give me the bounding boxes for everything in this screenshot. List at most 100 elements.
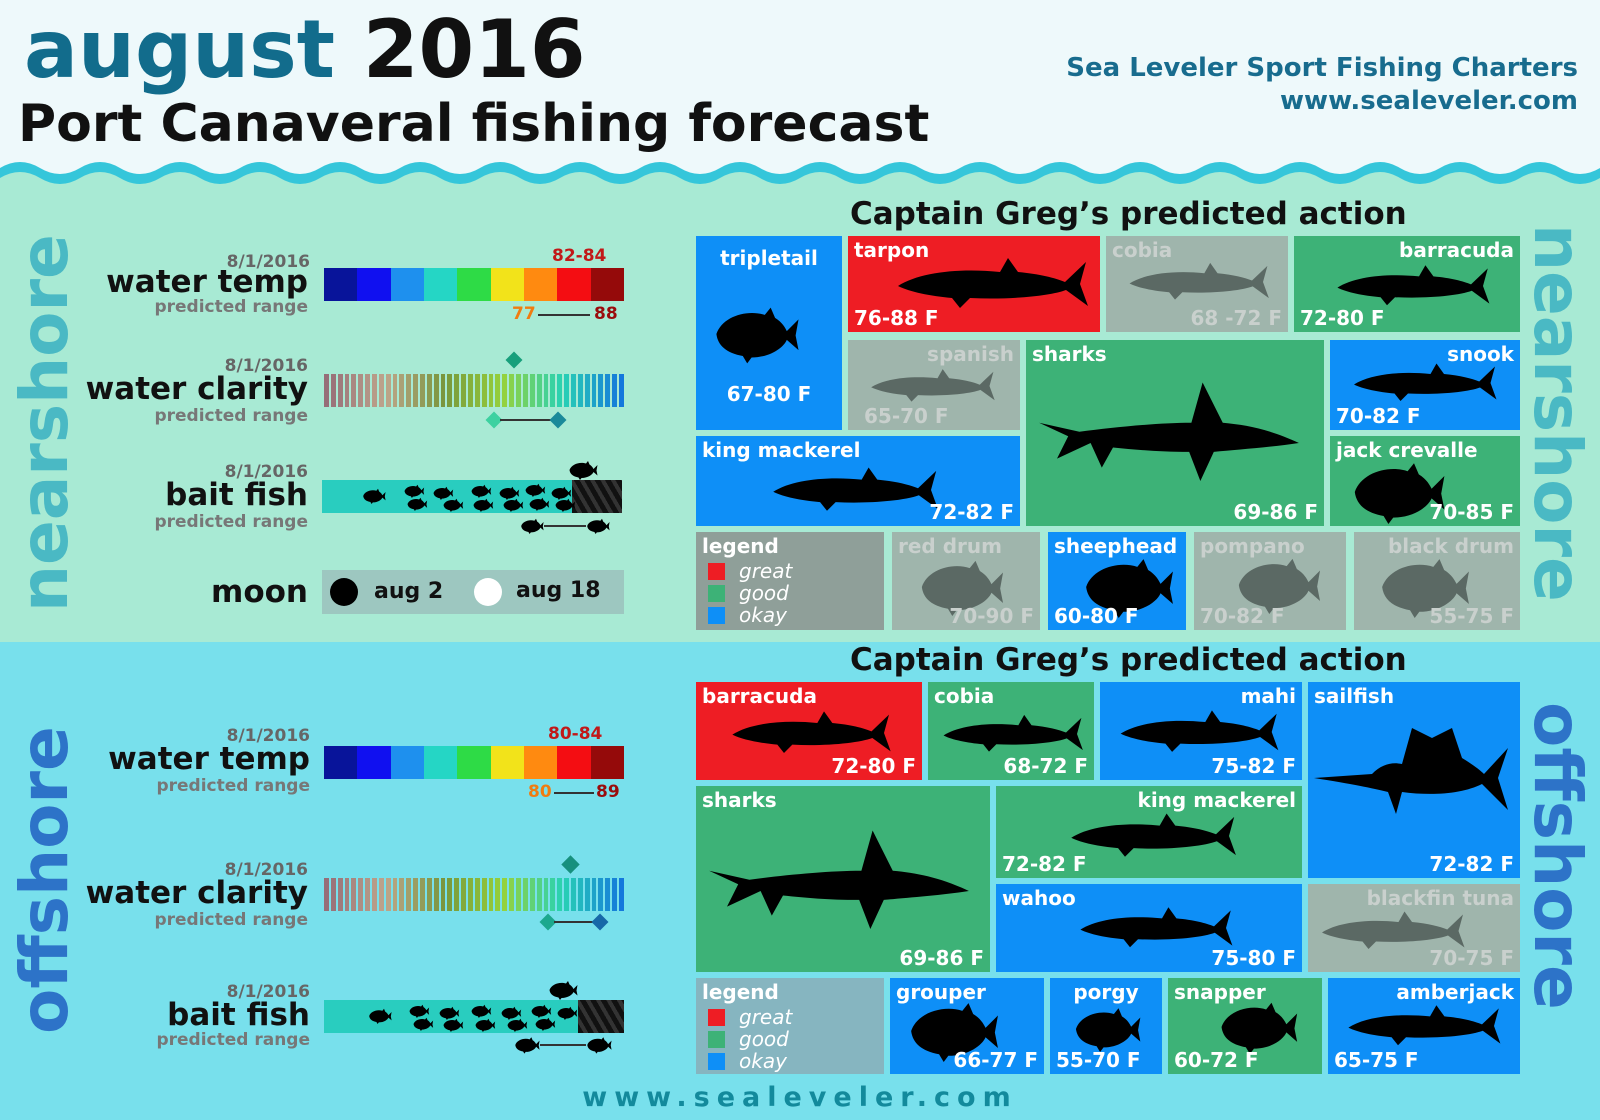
near-tile-black-drum[interactable]: black drum 55-75 F	[1354, 532, 1520, 630]
clarity-stripe	[584, 374, 590, 407]
page-subtitle: Port Canaveral fishing forecast	[18, 94, 930, 154]
near-tile-red-drum[interactable]: red drum 70-90 F	[892, 532, 1040, 630]
near-temp-date: 8/1/2016	[226, 252, 310, 272]
off-temp-label: water temp	[108, 741, 310, 777]
off-temp-scale	[324, 746, 624, 779]
off-bait-dense-zone	[578, 1000, 624, 1033]
off-legend-great: great	[708, 1006, 792, 1028]
off-tile-sailfish[interactable]: sailfish 72-82 F	[1308, 682, 1520, 878]
full-moon-date: aug 18	[516, 578, 601, 603]
barracuda-fish-icon	[1337, 265, 1490, 306]
clarity-stripe	[406, 878, 412, 911]
off-tile-grouper[interactable]: grouper 66-77 F	[890, 978, 1044, 1074]
off-tile-wahoo[interactable]: wahoo 75-80 F	[996, 884, 1302, 972]
moon-label: moon	[211, 574, 308, 610]
clarity-stripe	[399, 374, 405, 407]
clarity-stripe	[372, 374, 377, 407]
clarity-stripe	[372, 878, 377, 911]
off-clarity-sub: predicted range	[154, 910, 308, 930]
near-bait-label: bait fish	[165, 477, 308, 513]
tripletail-fish-icon	[716, 307, 799, 364]
off-cobia-fish-icon	[943, 714, 1083, 752]
off-legend: legend great good okay	[696, 978, 884, 1074]
near-action-title: Captain Greg’s predicted action	[850, 196, 1407, 232]
near-temp-range-line	[538, 314, 590, 316]
clarity-stripe	[433, 374, 439, 407]
off-temp-high: 89	[596, 782, 620, 802]
off-bait-scale	[324, 1000, 624, 1033]
off-barracuda-fish-icon	[732, 711, 891, 753]
clarity-stripe	[488, 374, 494, 407]
off-tile-king-mackerel[interactable]: king mackerel 72-82 F	[996, 786, 1302, 878]
clarity-stripe	[598, 878, 604, 911]
clarity-stripe	[385, 374, 391, 407]
off-tile-mahi[interactable]: mahi 75-82 F	[1100, 682, 1302, 780]
full-moon-icon	[474, 578, 502, 606]
near-tile-spanish[interactable]: spanish 65-70 F	[848, 340, 1020, 430]
brand-url[interactable]: www.sealeveler.com	[1280, 86, 1578, 116]
near-tile-sheephead[interactable]: sheephead 60-80 F	[1048, 532, 1186, 630]
near-tile-pompano[interactable]: pompano 70-82 F	[1194, 532, 1346, 630]
clarity-stripe	[509, 374, 515, 407]
off-clarity-date: 8/1/2016	[224, 860, 308, 880]
clarity-stripe	[618, 878, 624, 911]
near-tile-sharks[interactable]: sharks 69-86 F	[1026, 340, 1324, 526]
off-tile-sharks[interactable]: sharks 69-86 F	[696, 786, 990, 972]
title-year: 2016	[362, 3, 586, 96]
nearshore-side-label-right: nearshore	[1519, 224, 1596, 602]
near-tile-jack-crevalle[interactable]: jack crevalle 70-85 F	[1330, 436, 1520, 526]
near-tile-cobia[interactable]: cobia 68 -72 F	[1106, 236, 1288, 332]
near-tile-tarpon[interactable]: tarpon 76-88 F	[848, 236, 1100, 332]
clarity-stripe	[516, 374, 521, 407]
clarity-stripe	[420, 878, 425, 911]
clarity-stripe	[564, 374, 569, 407]
clarity-stripe	[433, 878, 439, 911]
off-bait-range-line	[540, 1044, 586, 1046]
off-tile-blackfin-tuna[interactable]: blackfin tuna 70-75 F	[1308, 884, 1520, 972]
clarity-stripe	[509, 878, 515, 911]
near-clarity-sub: predicted range	[154, 406, 308, 426]
off-temp-low: 80	[528, 782, 552, 802]
near-clarity-scale	[324, 374, 624, 407]
sailfish-fish-icon	[1314, 728, 1508, 814]
clarity-stripe	[536, 374, 542, 407]
clarity-stripe	[550, 374, 556, 407]
off-tile-snapper[interactable]: snapper 60-72 F	[1168, 978, 1322, 1074]
off-clarity-range-line	[554, 921, 594, 923]
clarity-stripe	[536, 878, 542, 911]
clarity-stripe	[447, 374, 453, 407]
near-temp-sub: predicted range	[154, 297, 308, 317]
off-clarity-scale	[324, 878, 624, 911]
off-tile-amberjack[interactable]: amberjack 65-75 F	[1328, 978, 1520, 1074]
near-temp-range-top: 82-84	[552, 246, 607, 266]
near-tile-snook[interactable]: snook 70-82 F	[1330, 340, 1520, 430]
clarity-stripe	[358, 878, 364, 911]
clarity-stripe	[454, 878, 460, 911]
cobia-fish-icon	[1129, 262, 1269, 300]
clarity-stripe	[426, 878, 432, 911]
near-temp-scale	[324, 268, 624, 301]
off-tile-porgy[interactable]: porgy 55-70 F	[1050, 978, 1162, 1074]
clarity-stripe	[392, 878, 398, 911]
spanish-fish-icon	[871, 369, 995, 402]
off-tile-cobia[interactable]: cobia 68-72 F	[928, 682, 1094, 780]
clarity-stripe	[324, 878, 329, 911]
clarity-stripe	[461, 374, 467, 407]
near-tile-barracuda[interactable]: barracuda 72-80 F	[1294, 236, 1520, 332]
footer-url[interactable]: www.sealeveler.com	[582, 1082, 1018, 1113]
clarity-stripe	[577, 374, 583, 407]
clarity-stripe	[522, 878, 528, 911]
off-legend-okay: okay	[708, 1050, 787, 1072]
clarity-stripe	[502, 878, 508, 911]
new-moon-icon	[330, 578, 358, 606]
clarity-stripe	[543, 878, 549, 911]
near-legend-okay: okay	[708, 604, 787, 626]
clarity-stripe	[344, 878, 350, 911]
brand-name: Sea Leveler Sport Fishing Charters	[1066, 53, 1578, 83]
near-tile-king-mackerel[interactable]: king mackerel 72-82 F	[696, 436, 1020, 526]
off-action-title: Captain Greg’s predicted action	[850, 642, 1407, 678]
off-tile-barracuda[interactable]: barracuda 72-80 F	[696, 682, 922, 780]
near-temp-low: 77	[512, 304, 536, 324]
off-temp-range-top: 80-84	[548, 724, 603, 744]
near-tile-tripletail[interactable]: tripletail 67-80 F	[696, 236, 842, 430]
